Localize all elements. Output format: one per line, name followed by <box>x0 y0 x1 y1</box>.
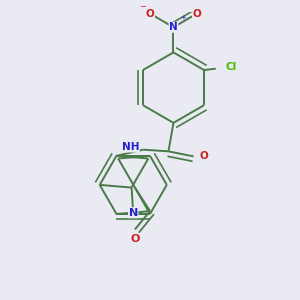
Text: Cl: Cl <box>225 62 236 72</box>
Text: O: O <box>199 152 208 161</box>
Text: +: + <box>180 15 186 21</box>
Text: O: O <box>146 9 154 19</box>
Text: O: O <box>193 9 201 19</box>
Text: NH: NH <box>122 142 139 152</box>
Text: N: N <box>169 22 178 32</box>
Text: N: N <box>129 208 138 218</box>
Text: −: − <box>139 2 146 10</box>
Text: O: O <box>130 234 140 244</box>
